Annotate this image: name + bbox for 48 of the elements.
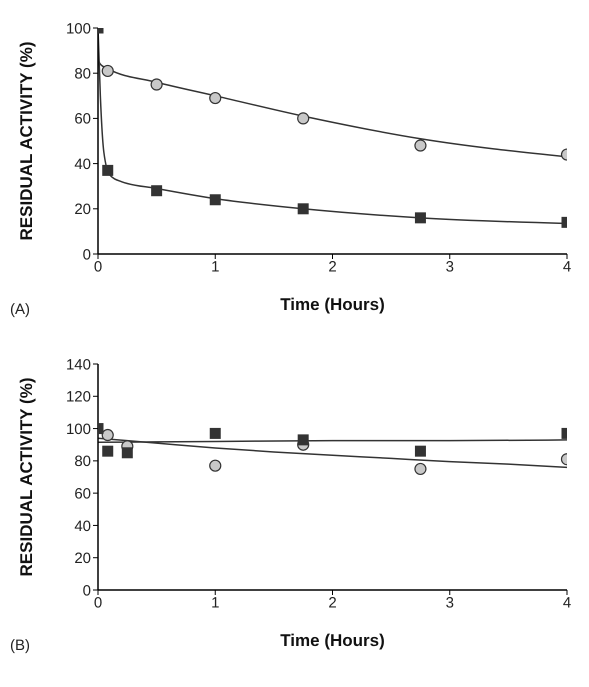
y-tick-label: 140 [66,356,91,374]
y-tick-label: 40 [74,518,91,535]
y-tick-label: 120 [66,388,91,406]
point [209,460,222,472]
point [210,194,221,206]
x-tick-label: 2 [328,258,337,276]
y-tick-label: 60 [74,110,91,128]
point [298,203,309,214]
point [298,434,309,446]
y-tick-label: 0 [82,246,91,264]
point [102,164,114,176]
y-tick-label: 80 [74,66,91,83]
y-tick-label: 20 [74,201,91,218]
x-axis-title: Time (Hours) [280,295,385,314]
y-tick-label: 0 [82,582,91,600]
point [102,446,114,457]
y-tick-label: 60 [74,485,91,502]
text: (B) [10,637,30,654]
y-tick-label: 100 [66,420,91,438]
point [414,139,427,152]
x-tick-label: 4 [562,594,572,612]
point [150,78,163,91]
y-tick-label: 20 [74,550,91,568]
text: (A) [10,301,30,318]
x-axis-title: Time (Hours) [280,631,385,650]
x-tick-label: 0 [94,594,102,612]
x-tick-label: 1 [211,594,220,612]
point [122,447,133,458]
x-tick-label: 4 [562,258,572,276]
y-tick-label: 80 [74,453,91,470]
x-tick-label: 3 [446,594,454,612]
y-tick-label: 100 [66,20,91,38]
y-axis-title: RESIDUAL ACTIVITY (%) [17,378,36,576]
point [414,446,426,457]
point [102,64,114,78]
x-tick-label: 3 [446,258,454,276]
point [210,428,221,439]
point [151,185,162,196]
x-tick-label: 0 [94,258,102,276]
y-tick-label: 40 [74,156,91,173]
x-tick-label: 1 [211,258,220,276]
y-axis-title: RESIDUAL ACTIVITY (%) [17,42,36,240]
x-tick-label: 2 [328,594,337,612]
point [414,212,426,224]
point [297,112,310,124]
point [209,92,222,104]
point [414,462,427,476]
point [102,428,114,442]
